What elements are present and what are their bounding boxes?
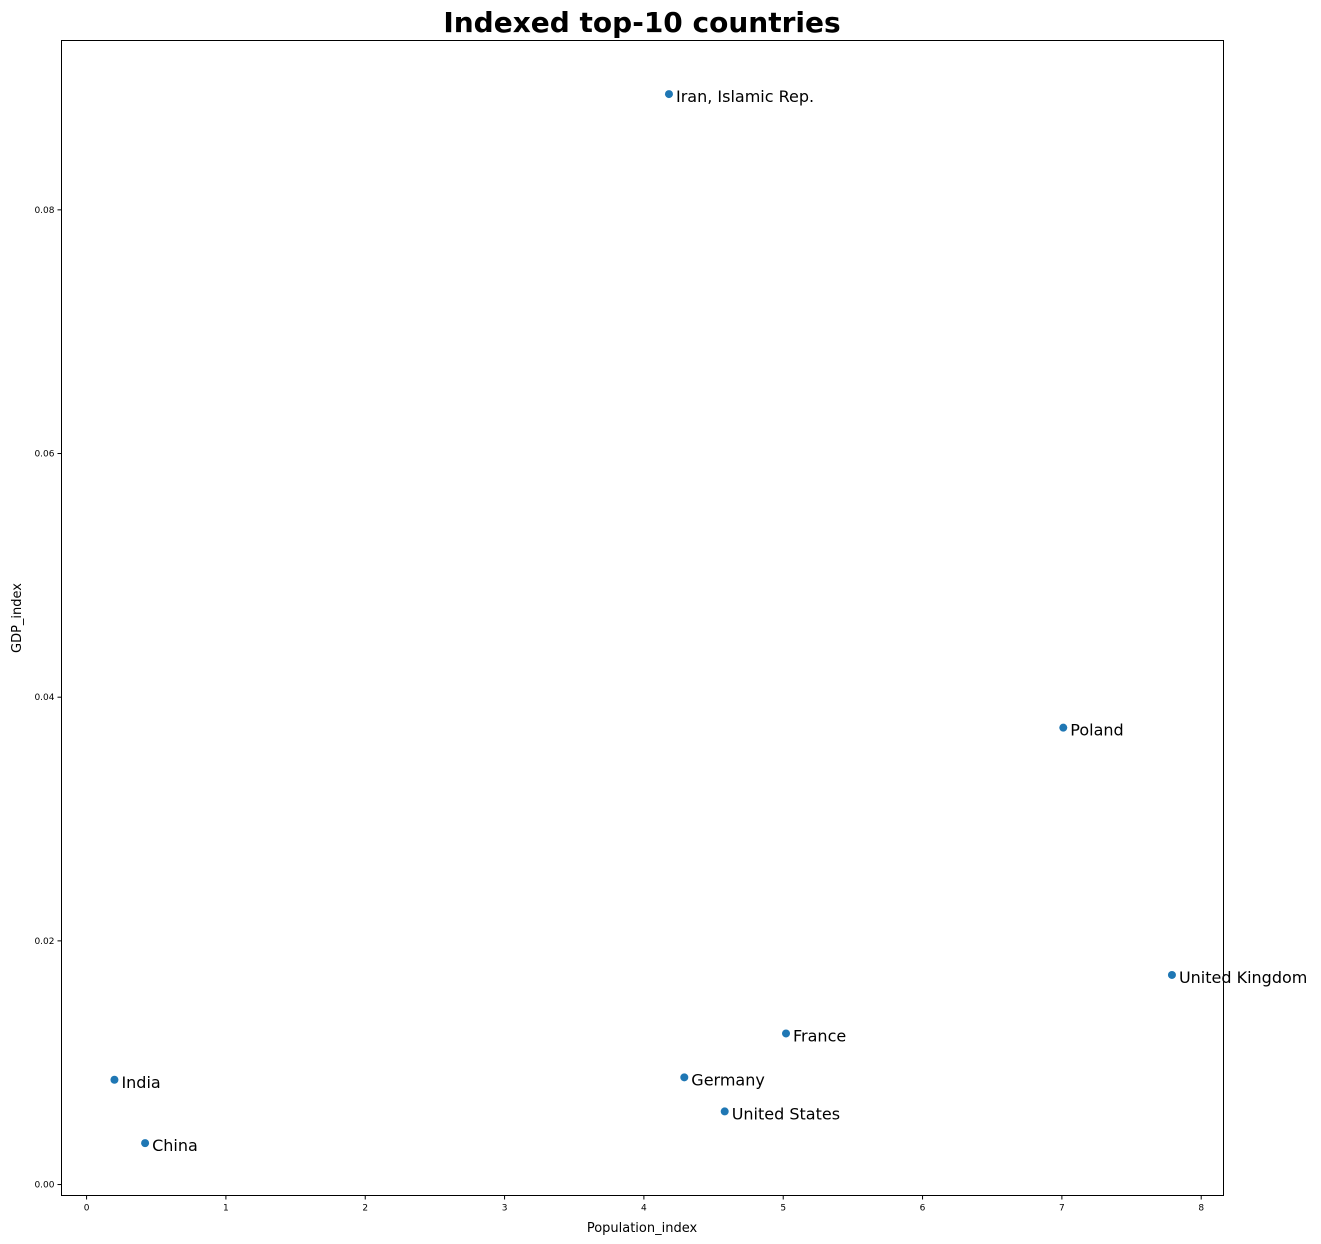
data-point-label: Germany: [691, 1070, 765, 1089]
x-tick-label: 5: [780, 1204, 786, 1214]
y-tick-label: 0.06: [34, 450, 54, 460]
x-tick-label: 1: [223, 1204, 229, 1214]
plot-area-frame: [61, 40, 1224, 1196]
y-tick-label: 0.00: [34, 1181, 54, 1191]
data-point-labels: Iran, Islamic Rep. Poland United Kingdom Fr…: [121, 87, 1307, 1155]
data-points: [110, 90, 1176, 1148]
y-axis-label: GDP_index: [10, 583, 25, 653]
data-point-label: China: [152, 1136, 198, 1155]
y-tick-label: 0.02: [34, 937, 54, 947]
data-point: [720, 1107, 729, 1116]
data-point-label: India: [121, 1073, 160, 1092]
chart-title: Indexed top-10 countries: [443, 6, 840, 39]
y-axis-ticks: 0.00 0.02 0.04 0.06 0.08: [34, 206, 62, 1191]
data-point: [1167, 970, 1176, 979]
data-point: [141, 1139, 150, 1148]
x-tick-label: 0: [84, 1204, 90, 1214]
data-point: [782, 1029, 791, 1038]
x-tick-label: 4: [641, 1204, 647, 1214]
data-point-label: United States: [732, 1104, 840, 1123]
data-point-label: United Kingdom: [1179, 968, 1307, 987]
data-point: [680, 1073, 689, 1082]
data-point: [110, 1075, 119, 1084]
x-tick-label: 7: [1059, 1204, 1065, 1214]
x-tick-label: 6: [920, 1204, 926, 1214]
x-axis-ticks: 0 1 2 3 4 5 6 7 8: [84, 1195, 1204, 1214]
data-point-label: Iran, Islamic Rep.: [676, 87, 814, 106]
x-tick-label: 3: [502, 1204, 508, 1214]
y-tick-label: 0.08: [34, 206, 54, 216]
x-tick-label: 8: [1198, 1204, 1204, 1214]
data-point: [664, 90, 673, 99]
data-point: [1059, 723, 1068, 732]
data-point-label: France: [793, 1026, 846, 1045]
y-tick-label: 0.04: [34, 693, 54, 703]
data-point-label: Poland: [1070, 721, 1123, 740]
x-axis-label: Population_index: [587, 1221, 698, 1236]
x-tick-label: 2: [362, 1204, 368, 1214]
